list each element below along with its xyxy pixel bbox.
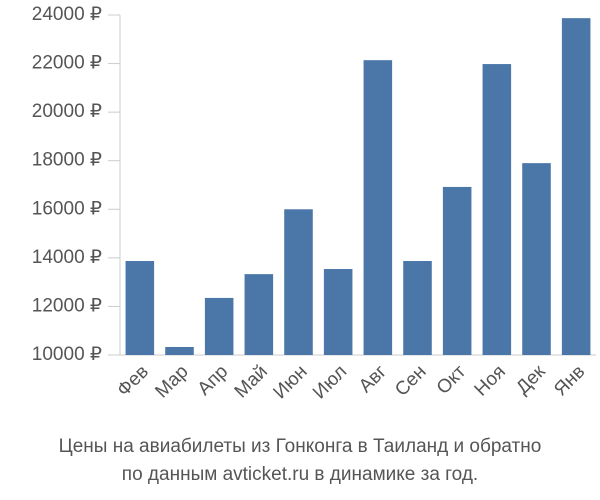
x-tick-label: Янв xyxy=(550,361,589,400)
bar xyxy=(442,186,472,355)
bar xyxy=(244,274,274,355)
y-tick-label: 18000 ₽ xyxy=(32,150,102,171)
bar xyxy=(284,209,313,355)
x-tick-label: Дек xyxy=(512,361,550,399)
bar xyxy=(403,261,432,355)
x-tick-label: Окт xyxy=(433,361,471,399)
x-tick-label: Фев xyxy=(113,361,153,401)
chart-title: Цены на авиабилеты из Гонконга в Таиланд… xyxy=(59,436,542,457)
bar xyxy=(561,18,591,356)
x-tick-label: Мар xyxy=(151,361,192,402)
bar xyxy=(204,297,234,355)
y-tick-label: 24000 ₽ xyxy=(32,4,102,25)
y-tick-label: 12000 ₽ xyxy=(32,295,102,316)
chart-title: по данным avticket.ru в динамике за год. xyxy=(122,464,478,485)
x-tick-label: Июн xyxy=(270,361,312,403)
x-tick-label: Апр xyxy=(194,361,233,400)
bar xyxy=(323,269,353,355)
bar xyxy=(125,261,155,355)
bar xyxy=(482,64,512,356)
y-tick-label: 20000 ₽ xyxy=(32,101,102,122)
x-tick-label: Ноя xyxy=(471,361,510,400)
x-tick-label: Май xyxy=(231,361,272,402)
x-tick-label: Июл xyxy=(309,361,351,403)
y-tick-label: 14000 ₽ xyxy=(32,247,102,268)
y-tick-label: 22000 ₽ xyxy=(32,53,102,74)
y-tick-label: 10000 ₽ xyxy=(32,344,102,365)
y-tick-label: 16000 ₽ xyxy=(32,198,102,219)
x-tick-label: Авг xyxy=(355,361,391,397)
x-tick-label: Сен xyxy=(391,361,430,400)
bar xyxy=(363,60,393,356)
bar xyxy=(165,346,194,355)
bar xyxy=(522,163,551,355)
